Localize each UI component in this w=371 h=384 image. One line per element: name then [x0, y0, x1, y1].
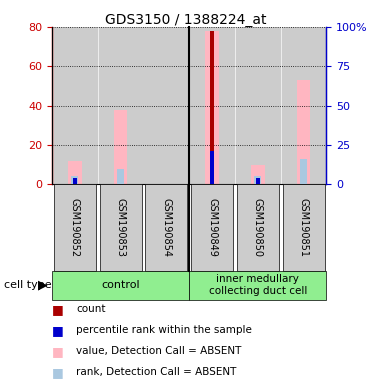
Bar	[210, 151, 214, 184]
Bar	[73, 180, 77, 184]
Bar	[236, 27, 280, 184]
Text: GSM190852: GSM190852	[70, 198, 80, 257]
Text: GSM190851: GSM190851	[299, 198, 309, 257]
Bar	[117, 169, 124, 184]
Text: GSM190853: GSM190853	[116, 198, 125, 257]
Bar	[144, 27, 188, 184]
Text: GSM190850: GSM190850	[253, 198, 263, 257]
Text: GDS3150 / 1388224_at: GDS3150 / 1388224_at	[105, 13, 266, 27]
Bar	[297, 80, 311, 184]
Text: ■: ■	[52, 303, 64, 316]
Bar	[71, 177, 78, 184]
Text: rank, Detection Call = ABSENT: rank, Detection Call = ABSENT	[76, 367, 236, 377]
Bar	[99, 27, 142, 184]
Text: GSM190854: GSM190854	[161, 198, 171, 257]
Text: control: control	[101, 280, 140, 290]
Text: ■: ■	[52, 366, 64, 379]
Text: value, Detection Call = ABSENT: value, Detection Call = ABSENT	[76, 346, 242, 356]
Text: ■: ■	[52, 345, 64, 358]
Bar	[300, 159, 307, 184]
Bar	[114, 109, 128, 184]
Text: ■: ■	[52, 324, 64, 337]
Bar	[255, 177, 261, 184]
Bar	[251, 165, 265, 184]
Bar	[282, 27, 326, 184]
Bar	[53, 27, 97, 184]
Bar	[256, 178, 260, 184]
Bar	[68, 161, 82, 184]
Text: ▶: ▶	[38, 279, 47, 291]
Bar	[205, 31, 219, 184]
Text: inner medullary
collecting duct cell: inner medullary collecting duct cell	[209, 274, 307, 296]
Text: GSM190849: GSM190849	[207, 198, 217, 257]
Text: percentile rank within the sample: percentile rank within the sample	[76, 325, 252, 335]
Text: cell type: cell type	[4, 280, 51, 290]
Bar	[190, 27, 234, 184]
Text: count: count	[76, 304, 106, 314]
Bar	[210, 31, 214, 184]
Bar	[73, 178, 77, 184]
